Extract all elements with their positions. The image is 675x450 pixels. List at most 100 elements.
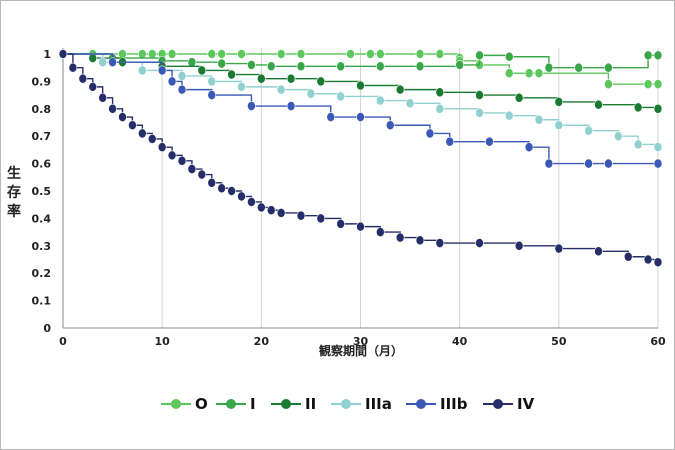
data-point (425, 128, 435, 139)
data-point (653, 103, 663, 114)
data-point (514, 240, 524, 251)
data-point (316, 213, 326, 224)
data-point (118, 49, 127, 59)
data-point (643, 79, 653, 90)
data-point (257, 73, 266, 84)
data-point (78, 73, 88, 84)
legend-item: IIIa (331, 393, 392, 415)
y-tick-label: 0.8 (32, 103, 52, 116)
data-point (336, 61, 345, 72)
data-point (356, 80, 365, 91)
data-point (584, 125, 593, 136)
data-point (197, 65, 207, 76)
data-point (653, 257, 663, 268)
data-point (108, 57, 117, 68)
data-point (98, 57, 107, 68)
data-point (286, 73, 296, 84)
data-point (534, 68, 544, 79)
data-point (237, 191, 246, 202)
data-point (435, 49, 445, 59)
y-tick-label: 0.6 (32, 158, 52, 171)
data-point (485, 136, 494, 147)
data-point (574, 62, 583, 73)
legend-item: IV (483, 393, 534, 415)
data-point (217, 58, 226, 69)
y-tick-label: 0 (43, 322, 51, 335)
data-point (138, 128, 147, 139)
data-point (376, 227, 385, 237)
data-point (167, 49, 177, 59)
data-point (177, 155, 187, 166)
series-line-1 (63, 53, 658, 69)
data-point (157, 65, 167, 76)
data-point (187, 57, 197, 68)
x-tick-label: 60 (650, 335, 666, 348)
data-point (138, 65, 147, 76)
data-point (395, 232, 405, 243)
data-point (147, 49, 157, 59)
data-point (227, 69, 236, 80)
data-point (326, 112, 336, 122)
data-point (336, 218, 345, 229)
data-point (167, 150, 177, 161)
y-tick-label: 1 (43, 48, 51, 61)
data-point (524, 68, 534, 79)
data-point (385, 120, 395, 131)
data-point (376, 61, 385, 72)
data-point (594, 246, 603, 257)
data-point (296, 61, 306, 72)
legend-swatch (483, 398, 513, 410)
legend-label: O (195, 395, 208, 413)
x-tick-label: 20 (254, 335, 270, 348)
data-point (306, 88, 316, 99)
data-point (554, 97, 564, 107)
data-point (247, 60, 256, 70)
data-point (167, 76, 177, 87)
data-point (604, 79, 613, 90)
data-point (296, 49, 306, 59)
data-point (653, 158, 663, 169)
chart-legend: O I II IIIa IIIb IV (161, 393, 581, 415)
data-point (524, 142, 534, 153)
data-point (544, 62, 554, 73)
data-point (177, 84, 187, 95)
y-tick-label: 0.5 (32, 185, 52, 198)
data-point (584, 158, 593, 169)
data-point (435, 238, 445, 248)
data-point (643, 50, 653, 61)
data-point (475, 108, 484, 118)
data-point (276, 49, 286, 59)
data-point (207, 90, 217, 100)
data-point (266, 61, 276, 72)
legend-swatch (406, 398, 436, 410)
data-point (276, 84, 286, 95)
data-point (544, 158, 554, 169)
legend-item: O (161, 393, 208, 415)
data-point (554, 120, 564, 131)
data-point (336, 91, 345, 102)
y-axis-label: 生存率 (7, 166, 21, 220)
data-point (415, 49, 425, 59)
x-tick-label: 10 (155, 335, 171, 348)
data-point (68, 62, 78, 73)
y-tick-label: 0.1 (32, 295, 52, 308)
data-point (633, 139, 643, 150)
legend-swatch (271, 398, 301, 410)
legend-swatch (161, 398, 191, 410)
y-tick-label: 0.9 (32, 75, 52, 88)
data-point (237, 49, 246, 59)
x-tick-label: 50 (551, 335, 567, 348)
y-tick-label: 0.4 (32, 212, 52, 225)
data-point (623, 251, 633, 262)
legend-label: IIIa (365, 395, 392, 413)
data-point (435, 87, 445, 98)
data-point (653, 50, 663, 61)
data-point (554, 243, 564, 254)
data-point (475, 238, 484, 248)
data-point (604, 62, 613, 73)
data-point (266, 205, 276, 216)
legend-label: IV (517, 395, 535, 413)
x-axis-label: 観察期間（月） (318, 344, 403, 358)
data-point (217, 183, 226, 194)
data-point (316, 76, 326, 87)
